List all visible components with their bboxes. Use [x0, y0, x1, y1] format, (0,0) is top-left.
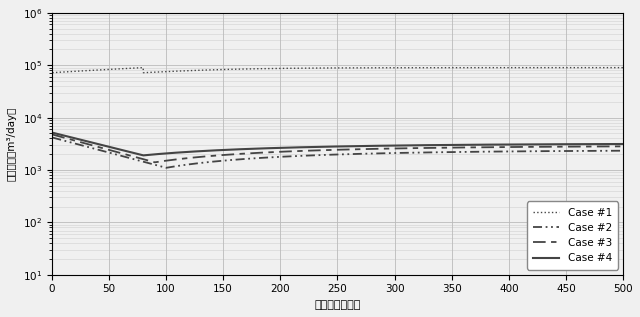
- Case #1: [620, 66, 627, 69]
- Case #1: [140, 71, 147, 74]
- Case #4: [49, 131, 56, 134]
- Case #4: [326, 145, 334, 148]
- Case #1: [499, 66, 506, 69]
- Case #1: [326, 66, 334, 70]
- Case #4: [603, 142, 611, 146]
- Line: Case #2: Case #2: [52, 138, 623, 168]
- Case #1: [603, 66, 611, 69]
- Case #2: [499, 150, 506, 153]
- Legend: Case #1, Case #2, Case #3, Case #4: Case #1, Case #2, Case #3, Case #4: [527, 201, 618, 269]
- Case #3: [311, 149, 319, 152]
- Case #2: [603, 149, 611, 153]
- Case #1: [311, 66, 319, 70]
- Case #3: [326, 148, 334, 152]
- Case #4: [77, 138, 85, 142]
- Line: Case #3: Case #3: [52, 134, 623, 162]
- Case #3: [49, 133, 56, 136]
- Line: Case #1: Case #1: [52, 68, 623, 73]
- Case #2: [162, 166, 170, 170]
- Case #3: [150, 160, 158, 164]
- Case #2: [620, 149, 627, 152]
- Y-axis label: 生産流量（m³/day）: 生産流量（m³/day）: [7, 107, 17, 181]
- X-axis label: 経過日数（日）: 経過日数（日）: [314, 300, 361, 310]
- Case #3: [603, 145, 611, 148]
- Case #4: [620, 142, 627, 146]
- Case #4: [140, 153, 147, 157]
- Case #3: [603, 145, 611, 148]
- Case #3: [620, 145, 627, 148]
- Case #2: [77, 143, 85, 147]
- Case #4: [603, 142, 611, 146]
- Case #1: [77, 69, 85, 73]
- Case #1: [49, 71, 56, 74]
- Case #2: [311, 153, 319, 157]
- Line: Case #4: Case #4: [52, 133, 623, 155]
- Case #2: [326, 153, 334, 157]
- Case #3: [499, 145, 506, 149]
- Case #1: [603, 66, 611, 69]
- Case #3: [77, 140, 85, 144]
- Case #4: [499, 143, 506, 146]
- Case #2: [603, 149, 611, 153]
- Case #2: [49, 136, 56, 139]
- Case #4: [311, 145, 319, 149]
